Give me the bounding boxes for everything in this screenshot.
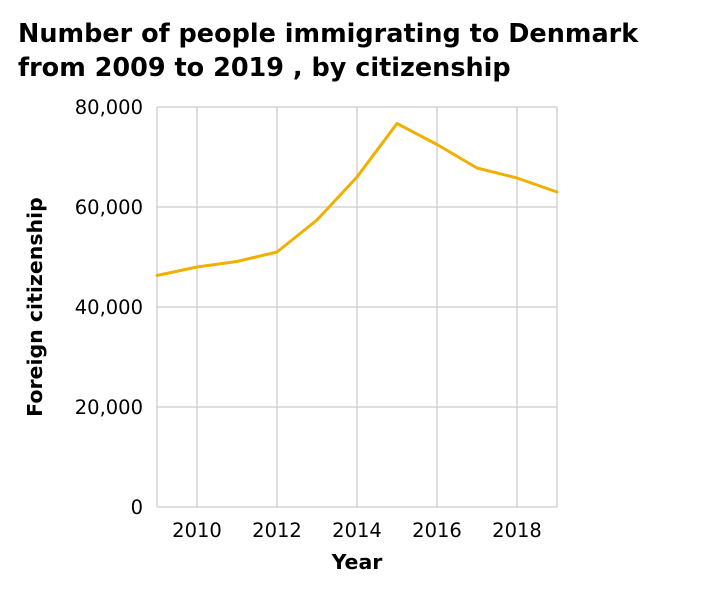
y-tick-label: 60,000	[75, 196, 143, 219]
y-tick-label: 0	[131, 496, 143, 519]
x-tick-label: 2010	[172, 519, 222, 542]
x-tick-label: 2014	[332, 519, 382, 542]
y-axis-label: Foreign citizenship	[23, 197, 47, 417]
x-tick-label: 2016	[412, 519, 462, 542]
x-axis-ticks: 2010 2012 2014 2016 2018	[172, 519, 542, 542]
x-tick-label: 2012	[252, 519, 302, 542]
y-tick-label: 20,000	[75, 396, 143, 419]
series-line	[155, 122, 559, 277]
chart-title: Number of people immigrating to Denmark …	[18, 19, 639, 83]
series-group	[155, 122, 559, 277]
x-tick-label: 2018	[492, 519, 542, 542]
grid	[156, 106, 558, 508]
chart-title-line-1: Number of people immigrating to Denmark	[18, 19, 639, 49]
x-axis-label: Year	[331, 550, 384, 574]
chart-title-line-2: from 2009 to 2019 , by citizenship	[18, 53, 511, 83]
y-tick-label: 40,000	[75, 296, 143, 319]
y-tick-label: 80,000	[75, 96, 143, 119]
y-axis-ticks: 0 20,000 40,000 60,000 80,000	[75, 96, 143, 519]
